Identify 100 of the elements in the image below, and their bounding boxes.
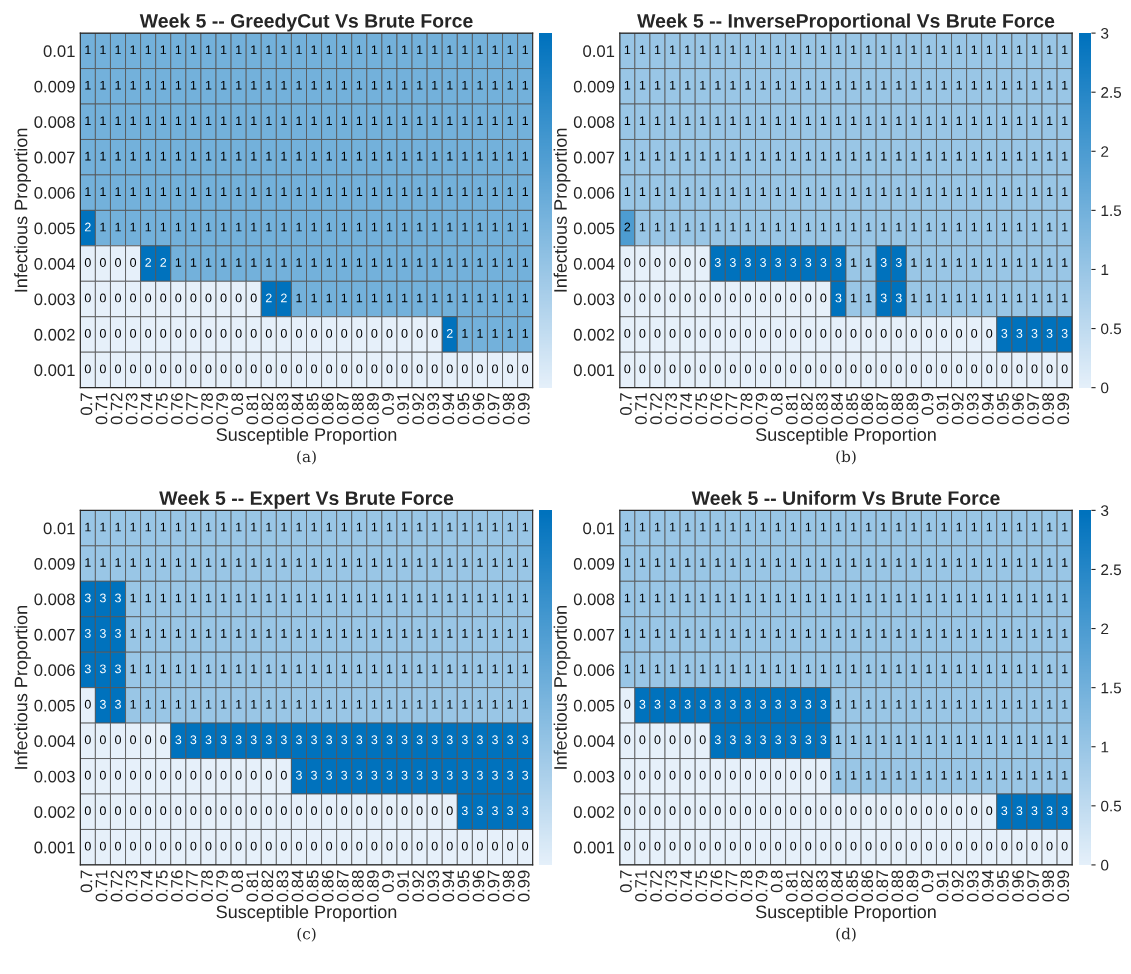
data-label: 1 bbox=[881, 664, 887, 674]
data-label: 1 bbox=[341, 80, 348, 90]
data-label: 1 bbox=[1062, 593, 1068, 603]
data-label: 1 bbox=[654, 222, 661, 232]
x-tick-label: 0.75 bbox=[695, 870, 708, 902]
data-label: 3 bbox=[386, 735, 393, 745]
data-label: 0 bbox=[895, 364, 902, 374]
data-label: 0 bbox=[850, 328, 857, 338]
data-label: 0 bbox=[295, 364, 302, 374]
data-label: 0 bbox=[941, 364, 947, 374]
data-label: 1 bbox=[881, 116, 887, 125]
x-tick-label: 0.93 bbox=[427, 870, 440, 902]
data-label: 3 bbox=[99, 593, 106, 603]
data-label: 1 bbox=[926, 735, 932, 745]
data-label: 1 bbox=[1016, 735, 1023, 745]
data-label: 1 bbox=[956, 522, 962, 532]
data-label: 1 bbox=[1062, 629, 1068, 638]
data-label: 1 bbox=[447, 293, 453, 303]
data-label: 1 bbox=[866, 151, 872, 161]
data-label: 0 bbox=[220, 364, 227, 374]
data-label: 1 bbox=[266, 45, 272, 55]
data-label: 1 bbox=[670, 116, 676, 125]
data-label: 1 bbox=[1047, 593, 1053, 603]
data-label: 1 bbox=[1047, 187, 1053, 196]
data-label: 1 bbox=[221, 80, 227, 90]
data-label: 0 bbox=[250, 328, 257, 338]
data-label: 1 bbox=[730, 151, 736, 161]
data-label: 1 bbox=[100, 558, 106, 567]
data-label: 0 bbox=[790, 770, 797, 780]
x-tick-label: 0.97 bbox=[1027, 393, 1039, 425]
data-label: 1 bbox=[670, 151, 676, 161]
data-label: 1 bbox=[639, 187, 646, 196]
data-label: 0 bbox=[699, 364, 706, 374]
data-label: 0 bbox=[805, 806, 812, 816]
y-axis-title: Infectious Proportion bbox=[553, 606, 571, 769]
data-label: 1 bbox=[851, 770, 857, 780]
data-label: 0 bbox=[371, 841, 378, 851]
data-label: 1 bbox=[881, 558, 887, 567]
data-label: 0 bbox=[699, 770, 706, 780]
data-label: 1 bbox=[760, 664, 766, 674]
data-label: 1 bbox=[522, 151, 529, 161]
y-tick-label: 0.006 bbox=[573, 187, 615, 199]
data-label: 1 bbox=[896, 735, 902, 745]
y-tick-label: 0.001 bbox=[573, 364, 615, 377]
x-tick-label: 0.89 bbox=[906, 870, 919, 902]
data-label: 0 bbox=[431, 806, 438, 816]
data-label: 1 bbox=[462, 522, 468, 532]
data-label: 1 bbox=[760, 151, 766, 161]
x-tick-label: 0.74 bbox=[140, 393, 153, 425]
data-label: 1 bbox=[371, 522, 378, 532]
x-tick-label: 0.84 bbox=[291, 870, 304, 902]
data-label: 1 bbox=[386, 629, 393, 638]
data-label: 1 bbox=[745, 222, 751, 232]
data-label: 1 bbox=[1001, 558, 1008, 567]
data-label: 1 bbox=[1016, 629, 1023, 638]
data-label: 1 bbox=[236, 151, 242, 161]
data-label: 0 bbox=[265, 770, 272, 780]
data-label: 1 bbox=[639, 222, 646, 232]
data-label: 1 bbox=[356, 293, 363, 303]
data-label: 1 bbox=[1031, 116, 1038, 125]
data-label: 1 bbox=[805, 629, 812, 638]
data-label: 1 bbox=[971, 116, 978, 125]
data-label: 1 bbox=[251, 664, 257, 674]
data-label: 0 bbox=[865, 841, 872, 851]
data-label: 1 bbox=[670, 664, 676, 674]
data-label: 1 bbox=[956, 293, 962, 303]
data-label: 0 bbox=[760, 806, 767, 816]
data-label: 1 bbox=[462, 222, 468, 232]
data-label: 1 bbox=[1016, 258, 1023, 267]
data-label: 1 bbox=[326, 293, 332, 303]
y-tick-label: 0.01 bbox=[43, 522, 75, 535]
color-bar-label: 0.5 bbox=[1101, 800, 1122, 812]
data-label: 1 bbox=[326, 187, 332, 196]
x-tick-label: 0.97 bbox=[487, 393, 500, 425]
data-label: 0 bbox=[130, 806, 137, 816]
data-label: 1 bbox=[1001, 222, 1008, 232]
color-bar-label: 3 bbox=[1101, 27, 1109, 39]
data-label: 1 bbox=[190, 187, 197, 196]
data-label: 1 bbox=[417, 558, 423, 567]
data-label: 1 bbox=[205, 187, 212, 196]
data-label: 0 bbox=[145, 328, 152, 338]
data-label: 0 bbox=[624, 293, 631, 303]
x-tick-label: 0.88 bbox=[351, 870, 364, 902]
data-label: 1 bbox=[507, 151, 513, 161]
data-label: 1 bbox=[236, 629, 242, 638]
data-label: 1 bbox=[1031, 593, 1038, 603]
data-label: 0 bbox=[326, 806, 333, 816]
data-label: 0 bbox=[84, 293, 91, 303]
data-label: 3 bbox=[744, 735, 751, 745]
data-label: 1 bbox=[881, 187, 887, 196]
data-label: 1 bbox=[145, 558, 152, 567]
data-label: 1 bbox=[236, 700, 242, 709]
data-label: 0 bbox=[714, 293, 721, 303]
data-label: 1 bbox=[190, 700, 197, 709]
y-tick-label: 0.008 bbox=[34, 116, 75, 128]
data-label: 1 bbox=[477, 593, 483, 603]
data-label: 0 bbox=[115, 364, 121, 374]
data-label: 1 bbox=[715, 116, 721, 125]
data-label: 1 bbox=[820, 187, 827, 196]
data-label: 0 bbox=[190, 841, 197, 851]
